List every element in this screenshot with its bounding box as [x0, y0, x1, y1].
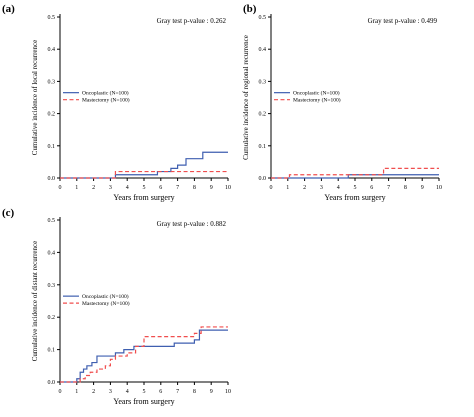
x-tick-label: 4: [126, 185, 129, 191]
y-tick-label: 0.1: [259, 144, 267, 150]
x-tick-label: 1: [75, 389, 78, 395]
legend-label-oncoplastic: Oncoplastic (N=100): [82, 90, 129, 97]
x-tick-label: 4: [337, 185, 340, 191]
legend-label-mastectomy: Mastectomy (N=100): [293, 97, 341, 104]
x-tick-label: 8: [404, 185, 407, 191]
x-tick-label: 7: [176, 389, 179, 395]
x-tick-label: 9: [210, 389, 213, 395]
y-axis-label: Cumulative incidence of regional recurre…: [242, 35, 250, 160]
y-tick-label: 0.3: [48, 283, 56, 289]
panel-label: (b): [243, 3, 257, 15]
x-tick-label: 6: [370, 185, 373, 191]
y-tick-label: 0.0: [48, 176, 56, 182]
x-tick-label: 1: [75, 185, 78, 191]
x-tick-label: 4: [126, 389, 129, 395]
x-tick-label: 0: [59, 389, 62, 395]
y-tick-label: 0.1: [48, 348, 56, 354]
x-tick-label: 2: [303, 185, 306, 191]
panel-label: (a): [2, 3, 15, 15]
series-line-oncoplastic: [60, 329, 228, 383]
y-tick-label: 0.2: [48, 112, 56, 118]
y-axis-label: Cumulative incidence of local recurrence: [31, 40, 39, 155]
x-tick-label: 6: [159, 185, 162, 191]
y-tick-label: 0.2: [48, 315, 56, 321]
x-tick-label: 10: [436, 185, 442, 191]
y-tick-label: 0.4: [48, 47, 56, 53]
y-axis-label: Cumulative incidence of distant recurren…: [31, 241, 39, 362]
y-tick-label: 0.3: [48, 79, 56, 85]
chart-panel-1: (a) 0 1 2 3 4 5 6 7 8 9 10 0.0 0.1 0.2 0.3 0.4 0.5 Years f…: [2, 3, 231, 202]
p-value-annotation: Gray test p-value : 0.882: [157, 220, 227, 228]
series-line-oncoplastic: [60, 151, 228, 179]
x-tick-label: 7: [176, 185, 179, 191]
y-tick-label: 0.0: [259, 176, 267, 182]
x-axis-label: Years from surgery: [113, 397, 174, 406]
x-tick-label: 5: [143, 389, 146, 395]
x-tick-label: 9: [210, 185, 213, 191]
x-tick-label: 0: [59, 185, 62, 191]
x-tick-label: 2: [92, 389, 95, 395]
x-tick-label: 2: [92, 185, 95, 191]
x-tick-label: 0: [270, 185, 273, 191]
x-tick-label: 6: [159, 389, 162, 395]
x-tick-label: 8: [193, 185, 196, 191]
legend-label-oncoplastic: Oncoplastic (N=100): [82, 293, 129, 300]
y-tick-label: 0.4: [48, 250, 56, 256]
p-value-annotation: Gray test p-value : 0.262: [157, 17, 227, 25]
y-tick-label: 0.3: [259, 79, 267, 85]
y-tick-label: 0.1: [48, 144, 56, 150]
x-tick-label: 5: [143, 185, 146, 191]
y-tick-label: 0.0: [48, 380, 56, 386]
x-tick-label: 3: [320, 185, 323, 191]
x-tick-label: 3: [109, 185, 112, 191]
x-tick-label: 8: [193, 389, 196, 395]
legend-label-mastectomy: Mastectomy (N=100): [82, 97, 130, 104]
y-tick-label: 0.4: [259, 47, 267, 53]
y-tick-label: 0.2: [259, 112, 267, 118]
x-tick-label: 10: [225, 389, 231, 395]
x-tick-label: 1: [286, 185, 289, 191]
series-line-mastectomy: [60, 326, 228, 383]
series-line-mastectomy: [271, 167, 439, 179]
y-tick-label: 0.5: [48, 218, 56, 224]
x-tick-label: 9: [421, 185, 424, 191]
series-line-mastectomy: [60, 170, 228, 179]
x-axis-label: Years from surgery: [324, 193, 385, 202]
y-tick-label: 0.5: [48, 15, 56, 21]
legend-label-oncoplastic: Oncoplastic (N=100): [293, 90, 340, 97]
panel-label: (c): [2, 207, 15, 219]
chart-panel-2: (b) 0 1 2 3 4 5 6 7 8 9 10 0.0 0.1 0.2 0.3 0.4 0.5 Years f…: [242, 3, 442, 202]
p-value-annotation: Gray test p-value : 0.499: [368, 17, 438, 25]
x-tick-label: 7: [387, 185, 390, 191]
y-tick-label: 0.5: [259, 15, 267, 21]
series-line-oncoplastic: [271, 174, 439, 179]
x-axis-label: Years from surgery: [113, 193, 174, 202]
x-tick-label: 3: [109, 389, 112, 395]
chart-panel-3: (c) 0 1 2 3 4 5 6 7 8 9 10 0.0 0.1 0.2 0.3 0.4 0.5 Years f…: [2, 207, 231, 406]
x-tick-label: 5: [354, 185, 357, 191]
legend-label-mastectomy: Mastectomy (N=100): [82, 300, 130, 307]
x-tick-label: 10: [225, 185, 231, 191]
